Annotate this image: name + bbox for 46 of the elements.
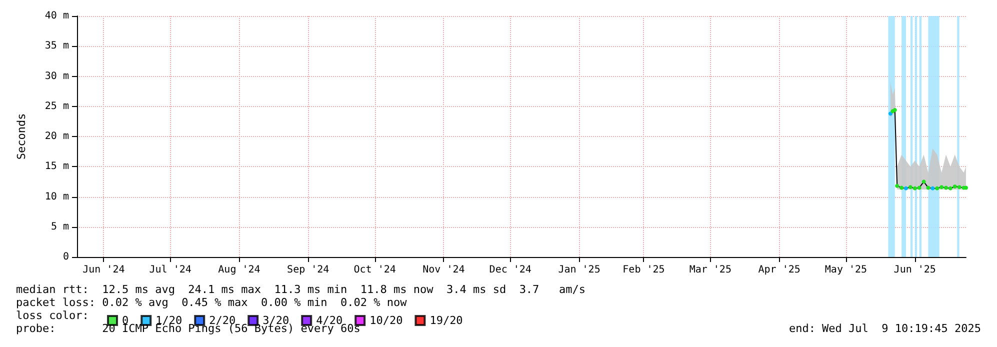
x-tick-label: Sep '24	[287, 264, 330, 276]
point	[900, 186, 904, 190]
point	[952, 184, 957, 189]
y-tick-label: 35 m	[44, 40, 69, 52]
x-tick-label: Aug '24	[218, 264, 260, 276]
point	[944, 186, 948, 190]
y-tick-label: 40 m	[44, 10, 69, 22]
point	[926, 186, 930, 190]
point	[948, 186, 952, 190]
point	[917, 186, 922, 190]
x-tick-label: Jun '24	[82, 264, 125, 276]
y-tick-label: 30 m	[44, 70, 69, 82]
point	[930, 186, 935, 190]
text: packet loss: 0.02 % avg 0.45 % max 0.00 % min 0.02 % now	[16, 296, 408, 309]
y-tick-label: 15 m	[44, 161, 69, 172]
text: median rtt: 12.5 ms avg 24.1 ms max 11.3 ms min 11.8 ms now 3.4 ms sd 3.7 am/s	[16, 283, 586, 296]
point	[888, 112, 892, 116]
x-tick-label: Feb '25	[622, 264, 665, 276]
text: loss color:	[16, 309, 89, 322]
x-tick-label: Oct '24	[354, 264, 396, 276]
x-tick-label: Jul '24	[149, 264, 192, 276]
text: end: Wed Jul 9 10:19:45 2025	[788, 322, 982, 335]
x-tick-label: Nov '24	[422, 264, 465, 276]
point	[895, 184, 900, 188]
point	[935, 186, 940, 190]
y-tick-label: 10 m	[44, 191, 69, 202]
y-axis-title: Seconds	[15, 113, 28, 160]
point	[964, 186, 968, 190]
point	[904, 186, 908, 190]
x-tick-label: Dec '24	[489, 264, 532, 276]
x-tick-label: Jun '25	[894, 264, 936, 276]
point	[922, 180, 926, 184]
x-tick-label: Mar '25	[689, 264, 732, 276]
point	[957, 185, 962, 190]
x-tick-label: Apr '25	[758, 264, 800, 276]
legend-label: 10/20	[370, 314, 403, 327]
point	[908, 185, 912, 190]
y-tick-label: 5 m	[50, 221, 69, 232]
legend-label: 19/20	[430, 314, 463, 327]
y-tick-label: 25 m	[44, 100, 69, 112]
y-tick-label: 20 m	[44, 131, 69, 142]
x-tick-label: Jan '25	[558, 264, 600, 276]
x-tick-label: May '25	[824, 264, 868, 276]
point	[940, 185, 944, 190]
point	[912, 186, 917, 190]
y-tick-label: 0	[62, 252, 69, 262]
